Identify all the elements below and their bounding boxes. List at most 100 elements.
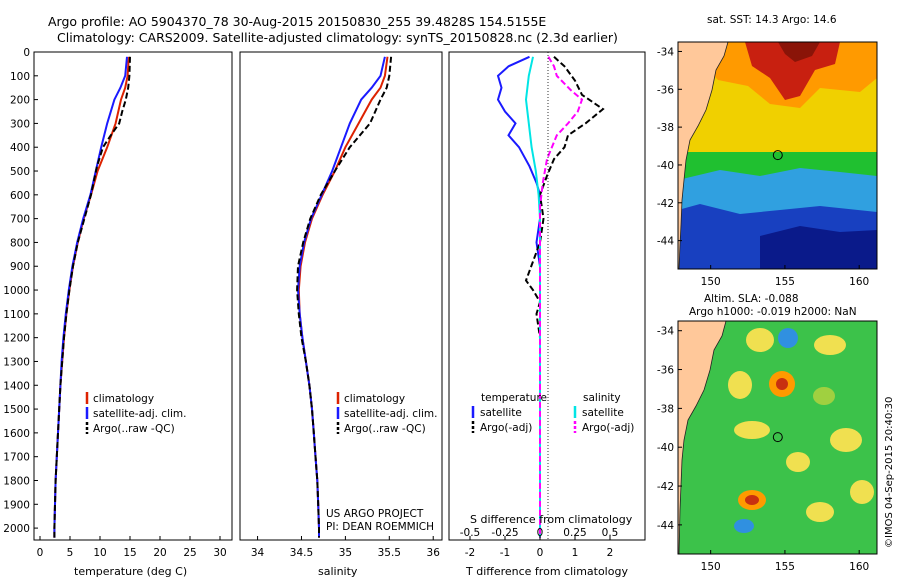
salinity-x-tick-label: 34.5 — [290, 547, 313, 559]
sst-hottest-region — [745, 42, 840, 100]
sla-low-anomaly — [778, 328, 798, 348]
sst-map-title: sat. SST: 14.3 Argo: 14.6 — [707, 14, 837, 26]
salinity-series-group — [296, 56, 393, 538]
difference-legend: temperature salinity satellite Argo(-adj… — [471, 392, 634, 434]
sst-argo-marker — [772, 150, 783, 161]
depth-tick-label: 0 — [23, 47, 30, 59]
temperature-x-tick-label: 30 — [213, 547, 226, 559]
temperature-legend: climatology satellite-adj. clim. Argo(..… — [85, 392, 186, 435]
depth-tick-label: 2000 — [3, 523, 30, 535]
temperature-xlabel: temperature (deg C) — [74, 565, 187, 578]
legend-label-climatology: climatology — [344, 393, 405, 405]
depth-tick-label: 300 — [10, 118, 30, 130]
sla-argo-marker — [772, 432, 783, 443]
depth-tick-label: 1300 — [3, 356, 30, 368]
depth-axis: 0 100 200 300 400 500 600 700 800 900 1000 1100 1200… — [3, 47, 38, 535]
depth-tick-label: 1000 — [3, 285, 30, 297]
depth-tick-label: 1200 — [3, 333, 30, 345]
difference-t-tick-label: -2 — [465, 547, 475, 559]
depth-tick-label: 1100 — [3, 309, 30, 321]
difference-s-tick-label: 0.25 — [563, 527, 586, 539]
depth-tick-label: 1800 — [3, 475, 30, 487]
sla-high-anomaly — [850, 480, 874, 504]
depth-tick-label: 1500 — [3, 404, 30, 416]
map-lon-tick-label: 160 — [849, 276, 869, 288]
temperature-series-group — [53, 56, 131, 538]
depth-tick-label: 100 — [10, 71, 30, 83]
temperature-x-tick-label: 0 — [37, 547, 44, 559]
series-climatology — [53, 56, 130, 538]
depth-tick-label: 1900 — [3, 499, 30, 511]
sst-map-axes: 150 155 160 -34 -36 -38 -40 -42 -44 — [657, 46, 869, 288]
series-climatology — [297, 56, 389, 538]
sst-coldest-region — [760, 226, 877, 269]
sla-map-axes: 150 155 160 -34 -36 -38 -40 -42 -44 — [657, 326, 869, 573]
series-argo-raw-qc — [296, 56, 393, 538]
map-lat-tick-label: -38 — [657, 122, 674, 134]
legend-label-t-satellite: satellite — [480, 407, 522, 419]
salinity-x-axis: 34 34.5 35 35.5 36 — [251, 536, 440, 559]
salinity-legend: climatology satellite-adj. clim. Argo(..… — [326, 392, 437, 533]
depth-tick-label: 1600 — [3, 428, 30, 440]
series-satellite-adj-clim — [296, 56, 386, 538]
salinity-x-tick-label: 35 — [339, 547, 352, 559]
sla-high-anomaly — [830, 428, 862, 452]
sla-low-anomaly — [734, 519, 754, 533]
sla-high-anomaly — [746, 328, 774, 352]
title-line-1: Argo profile: AO 5904370_78 30-Aug-2015 … — [48, 14, 546, 29]
sla-high-anomaly — [734, 421, 770, 439]
temperature-x-tick-label: 10 — [93, 547, 106, 559]
sst-land — [678, 42, 729, 269]
difference-s-tick-label: 0.5 — [602, 527, 619, 539]
map-lat-tick-label: -34 — [657, 326, 674, 338]
depth-tick-label: 800 — [10, 237, 30, 249]
sla-high-anomaly — [814, 335, 846, 355]
difference-s-tick-label: -0.25 — [491, 527, 518, 539]
sla-map-subtitle: Argo h1000: -0.019 h2000: NaN — [689, 306, 857, 318]
legend-label-s-argo: Argo(-adj) — [582, 422, 634, 434]
sla-high-anomaly — [728, 371, 752, 399]
temperature-x-tick-label: 20 — [153, 547, 166, 559]
legend-label-satellite: satellite-adj. clim. — [344, 408, 437, 420]
difference-s-tick-label: 0 — [537, 527, 544, 539]
legend-label-argo: Argo(..raw -QC) — [344, 423, 426, 435]
legend-label-climatology: climatology — [93, 393, 154, 405]
title-line-2: Climatology: CARS2009. Satellite-adjuste… — [57, 30, 618, 45]
series-temperature-argo-adj — [524, 56, 605, 538]
legend-label-s-satellite: satellite — [582, 407, 624, 419]
map-lat-tick-label: -42 — [657, 481, 674, 493]
map-lat-tick-label: -40 — [657, 160, 674, 172]
series-temperature-satellite — [496, 55, 541, 538]
map-lon-tick-label: 155 — [775, 561, 795, 573]
sla-map-image — [678, 321, 877, 554]
legend-label-satellite: satellite-adj. clim. — [93, 408, 186, 420]
series-salinity-argo-adj — [539, 56, 584, 538]
salinity-x-tick-label: 34 — [251, 547, 265, 559]
salinity-xlabel: salinity — [318, 565, 358, 578]
depth-tick-label: 900 — [10, 261, 30, 273]
legend-title-temperature: temperature — [481, 392, 547, 404]
temperature-x-axis: 0 5 10 15 20 25 30 — [37, 536, 227, 559]
pi-annotation: PI: DEAN ROEMMICH — [326, 521, 434, 533]
map-lon-tick-label: 155 — [775, 276, 795, 288]
map-lon-tick-label: 160 — [849, 561, 869, 573]
salinity-x-tick-label: 36 — [427, 547, 441, 559]
temperature-x-tick-label: 15 — [123, 547, 136, 559]
series-argo-raw-qc — [53, 56, 131, 538]
map-lat-tick-label: -36 — [657, 365, 674, 377]
sst-core-region — [778, 42, 820, 62]
sla-map-title: Altim. SLA: -0.088 — [704, 293, 799, 305]
map-lat-tick-label: -44 — [657, 236, 674, 248]
difference-t-tick-label: 0 — [537, 547, 544, 559]
depth-tick-label: 400 — [10, 142, 30, 154]
difference-axes-frame — [448, 51, 646, 541]
sst-map-frame — [677, 41, 878, 270]
depth-tick-label: 1400 — [3, 380, 30, 392]
legend-label-argo: Argo(..raw -QC) — [93, 423, 175, 435]
sla-map-frame — [677, 320, 878, 555]
map-lon-tick-label: 150 — [701, 561, 721, 573]
legend-title-salinity: salinity — [583, 392, 621, 404]
depth-tick-label: 700 — [10, 214, 30, 226]
temperature-x-tick-label: 5 — [67, 547, 74, 559]
